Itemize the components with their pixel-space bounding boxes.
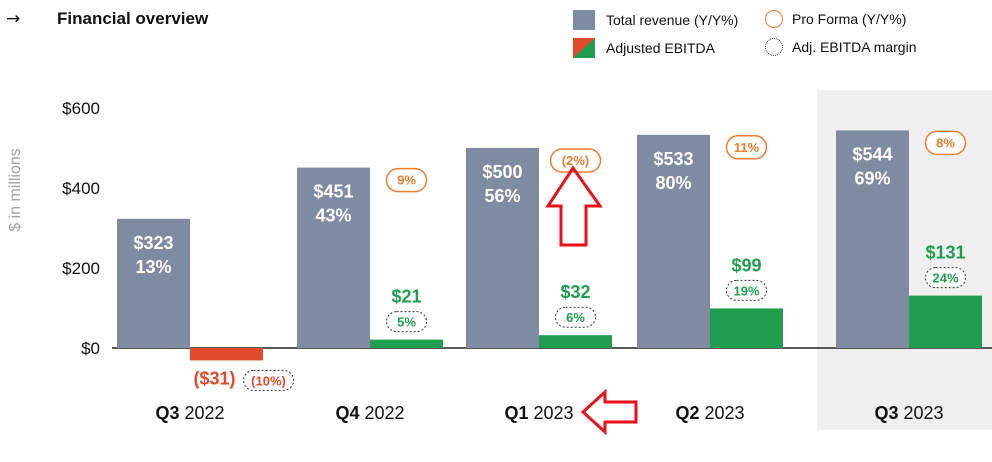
y-tick-label: $200 (62, 259, 100, 278)
pro-forma-label: 9% (397, 173, 416, 188)
revenue-yoy-label: 69% (854, 168, 890, 188)
left-arrow-annotation-icon (580, 388, 638, 436)
revenue-value-label: $451 (313, 182, 353, 202)
ebitda-value-label: $32 (560, 282, 590, 302)
pro-forma-circle-icon (765, 10, 783, 28)
page-title: Financial overview (57, 9, 209, 28)
revenue-bar (637, 134, 710, 348)
margin-pill (555, 306, 596, 328)
y-tick-label: $600 (62, 99, 100, 118)
margin-pill (726, 279, 767, 301)
pro-forma-label: 11% (734, 140, 760, 155)
ebitda-value-label: $131 (925, 243, 965, 263)
y-tick-label: $0 (81, 339, 100, 358)
margin-circle-icon (765, 38, 783, 56)
up-arrow-annotation-icon (545, 165, 603, 247)
revenue-bar (117, 218, 190, 348)
legend-total-revenue: Total revenue (Y/Y%) (573, 10, 738, 30)
y-axis-label: $ in millions (7, 148, 24, 232)
legend-pro-forma: Pro Forma (Y/Y%) (765, 10, 906, 28)
x-tick-label: Q3 2022 (155, 403, 224, 423)
revenue-yoy-label: 13% (135, 257, 171, 277)
revenue-value-label: $500 (482, 162, 522, 182)
ebitda-value-label: ($31) (193, 368, 235, 388)
ebitda-bar (539, 335, 612, 348)
legend-ebitda-margin: Adj. EBITDA margin (765, 38, 917, 56)
ebitda-swatch-icon (573, 38, 595, 58)
ebitda-bar (190, 348, 263, 361)
margin-pill (925, 267, 966, 289)
legend-adjusted-ebitda: Adjusted EBITDA (573, 38, 715, 58)
pro-forma-label: 8% (936, 135, 955, 150)
ebitda-margin-label: (10%) (251, 373, 286, 388)
pro-forma-pill (725, 135, 768, 160)
revenue-value-label: $533 (653, 149, 693, 169)
revenue-yoy-label: 80% (655, 173, 691, 193)
ebitda-margin-label: 6% (566, 310, 585, 325)
ebitda-margin-label: 24% (932, 271, 958, 286)
arrow-right-icon: → (6, 9, 21, 29)
revenue-value-label: $323 (133, 233, 173, 253)
revenue-bar (466, 148, 539, 348)
legend-label: Total revenue (Y/Y%) (606, 12, 739, 28)
pro-forma-pill (385, 167, 428, 193)
revenue-yoy-label: 43% (315, 206, 351, 226)
x-tick-label: Q1 2023 (504, 403, 573, 423)
legend-label: Adjusted EBITDA (606, 40, 715, 56)
pro-forma-pill (924, 130, 967, 156)
ebitda-value-label: $99 (731, 255, 761, 275)
revenue-bar (836, 130, 909, 348)
x-tick-label: Q4 2022 (335, 403, 404, 423)
x-tick-label: Q3 2023 (874, 403, 943, 423)
ebitda-bar (370, 339, 443, 348)
margin-pill (243, 369, 294, 391)
pro-forma-label: (2%) (562, 153, 589, 168)
ebitda-value-label: $21 (391, 287, 421, 307)
legend-label: Pro Forma (Y/Y%) (792, 11, 907, 27)
revenue-swatch-icon (573, 10, 595, 30)
ebitda-bar (710, 308, 783, 348)
ebitda-margin-label: 19% (733, 283, 759, 298)
margin-pill (386, 311, 427, 333)
revenue-value-label: $544 (852, 144, 892, 164)
y-tick-label: $400 (62, 179, 100, 198)
revenue-yoy-label: 56% (484, 186, 520, 206)
x-tick-label: Q2 2023 (675, 403, 744, 423)
ebitda-margin-label: 5% (397, 315, 416, 330)
revenue-bar (297, 167, 370, 348)
ebitda-bar (909, 295, 982, 348)
legend-label: Adj. EBITDA margin (792, 39, 917, 55)
